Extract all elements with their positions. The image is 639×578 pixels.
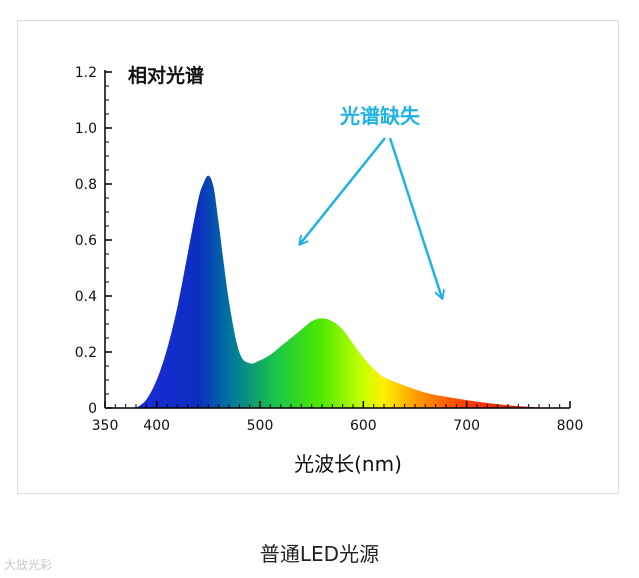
annotation-arrow-right bbox=[388, 137, 442, 298]
chart-frame bbox=[17, 20, 619, 494]
x-tick-label: 350 bbox=[92, 418, 119, 434]
y-tick-label: 1.0 bbox=[75, 121, 97, 137]
y-tick-label: 0.4 bbox=[75, 289, 97, 305]
chart-title: 相对光谱 bbox=[128, 64, 204, 87]
annotation-arrow-left bbox=[300, 137, 386, 244]
annotation-label: 光谱缺失 bbox=[339, 104, 421, 128]
y-tick-label: 0.6 bbox=[75, 233, 97, 249]
x-tick-label: 800 bbox=[557, 418, 584, 434]
spectrum-chart: 0 0.2 0.4 0.6 0.8 1.0 1.2 350 400 500 600 700 800 相… bbox=[75, 64, 584, 476]
x-tick-label: 600 bbox=[350, 418, 377, 434]
y-tick-label: 1.2 bbox=[75, 65, 97, 81]
x-tick-label: 700 bbox=[453, 418, 480, 434]
y-tick-label: 0.8 bbox=[75, 177, 97, 193]
x-tick-label: 400 bbox=[143, 418, 170, 434]
y-tick-label: 0.2 bbox=[75, 345, 97, 361]
y-tick-label: 0 bbox=[88, 401, 97, 417]
spectrum-area bbox=[136, 175, 550, 408]
watermark: 大放光彩 bbox=[4, 558, 53, 572]
figure-caption: 普通LED光源 bbox=[259, 542, 380, 566]
x-axis-label: 光波长(nm) bbox=[294, 452, 402, 476]
x-tick-label: 500 bbox=[247, 418, 274, 434]
